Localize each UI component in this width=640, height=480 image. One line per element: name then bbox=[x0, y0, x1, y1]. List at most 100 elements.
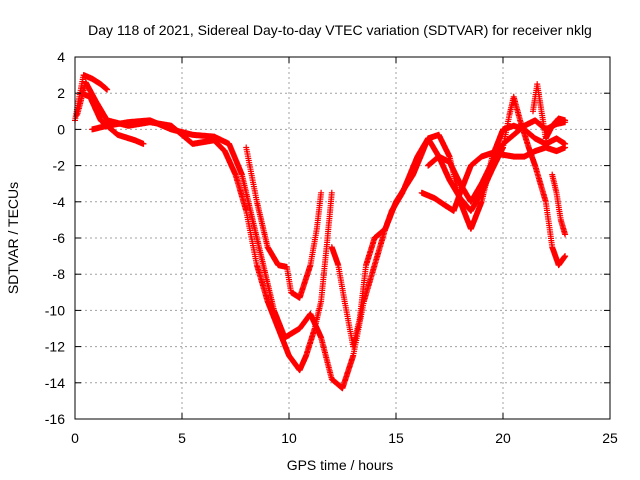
data-point bbox=[523, 125, 525, 127]
data-point bbox=[365, 264, 367, 266]
data-point bbox=[299, 369, 301, 371]
x-tick-label: 5 bbox=[178, 430, 186, 446]
data-point bbox=[192, 143, 194, 145]
data-point bbox=[491, 152, 493, 154]
data-point bbox=[545, 201, 547, 203]
x-tick-label: 25 bbox=[602, 430, 618, 446]
data-point bbox=[170, 128, 172, 130]
data-point bbox=[284, 337, 286, 339]
data-point bbox=[100, 119, 102, 121]
data-point bbox=[320, 337, 322, 339]
y-tick-label: -14 bbox=[45, 375, 65, 391]
data-point bbox=[564, 143, 566, 145]
data-point bbox=[117, 134, 119, 136]
data-point bbox=[449, 179, 450, 181]
y-tick-label: -12 bbox=[45, 339, 65, 355]
data-point bbox=[427, 165, 429, 167]
y-tick-label: 4 bbox=[57, 49, 65, 65]
y-tick-label: -2 bbox=[53, 158, 66, 174]
data-point bbox=[551, 125, 553, 127]
data-point bbox=[470, 201, 472, 203]
data-point bbox=[309, 313, 311, 315]
data-point bbox=[106, 89, 108, 91]
data-point bbox=[556, 150, 557, 152]
data-point bbox=[331, 246, 333, 248]
series-track-9 bbox=[530, 81, 569, 142]
data-point bbox=[245, 147, 247, 148]
data-point bbox=[342, 387, 343, 389]
data-point bbox=[309, 264, 311, 266]
data-point bbox=[481, 156, 483, 158]
data-point bbox=[502, 143, 504, 145]
data-point bbox=[438, 134, 440, 136]
data-point bbox=[449, 161, 450, 163]
x-tick-label: 20 bbox=[495, 430, 511, 446]
data-point bbox=[427, 137, 429, 139]
data-point bbox=[142, 143, 144, 145]
data-point bbox=[80, 92, 82, 94]
series-track-5 bbox=[243, 144, 325, 301]
data-point bbox=[564, 233, 566, 235]
data-point bbox=[391, 210, 393, 212]
data-point bbox=[95, 101, 97, 103]
data-point bbox=[241, 174, 243, 176]
y-tick-label: -4 bbox=[53, 194, 66, 210]
data-point bbox=[534, 119, 536, 121]
data-point bbox=[85, 81, 87, 83]
data-point bbox=[401, 192, 403, 194]
data-point bbox=[534, 150, 536, 152]
data-point bbox=[128, 125, 129, 127]
data-point bbox=[536, 83, 538, 85]
data-point bbox=[331, 378, 333, 380]
data-point bbox=[91, 128, 93, 130]
data-point bbox=[523, 128, 525, 130]
data-point bbox=[277, 264, 279, 266]
data-point bbox=[551, 246, 553, 248]
data-point bbox=[290, 291, 292, 293]
data-point bbox=[374, 237, 376, 239]
data-point bbox=[534, 165, 536, 167]
data-point bbox=[331, 192, 333, 194]
data-point bbox=[320, 300, 322, 302]
data-point bbox=[128, 121, 129, 123]
y-tick-label: -16 bbox=[45, 411, 65, 427]
data-point bbox=[556, 192, 557, 194]
data-point bbox=[421, 192, 423, 194]
data-point bbox=[541, 110, 543, 112]
data-point bbox=[134, 139, 136, 141]
data-point bbox=[444, 204, 446, 206]
data-point bbox=[481, 183, 483, 185]
data-point bbox=[337, 264, 339, 266]
data-point bbox=[267, 300, 269, 302]
data-point bbox=[545, 137, 547, 139]
data-point bbox=[551, 174, 553, 176]
data-point bbox=[449, 156, 450, 158]
data-point bbox=[100, 83, 102, 85]
data-point bbox=[545, 147, 547, 148]
chart-title: Day 118 of 2021, Sidereal Day-to-day VTE… bbox=[88, 22, 592, 38]
data-point bbox=[320, 192, 322, 194]
data-point bbox=[481, 201, 483, 203]
axis-ticks bbox=[74, 56, 611, 420]
data-point bbox=[508, 114, 510, 116]
series-track-7 bbox=[418, 144, 569, 214]
x-tick-label: 10 bbox=[281, 430, 297, 446]
data-point bbox=[545, 143, 547, 145]
data-point bbox=[359, 318, 361, 320]
data-point bbox=[235, 174, 236, 176]
data-point bbox=[245, 210, 247, 212]
data-point bbox=[352, 346, 354, 348]
data-point bbox=[91, 78, 93, 80]
data-point bbox=[502, 128, 504, 130]
data-point bbox=[89, 96, 91, 98]
y-tick-label: -6 bbox=[53, 230, 66, 246]
data-point bbox=[459, 183, 461, 185]
data-point bbox=[502, 154, 504, 156]
y-tick-label: 0 bbox=[57, 121, 65, 137]
y-tick-label: 2 bbox=[57, 85, 65, 101]
data-point bbox=[267, 246, 269, 248]
data-point bbox=[459, 192, 461, 194]
data-point bbox=[213, 136, 215, 138]
data-point bbox=[564, 147, 566, 148]
